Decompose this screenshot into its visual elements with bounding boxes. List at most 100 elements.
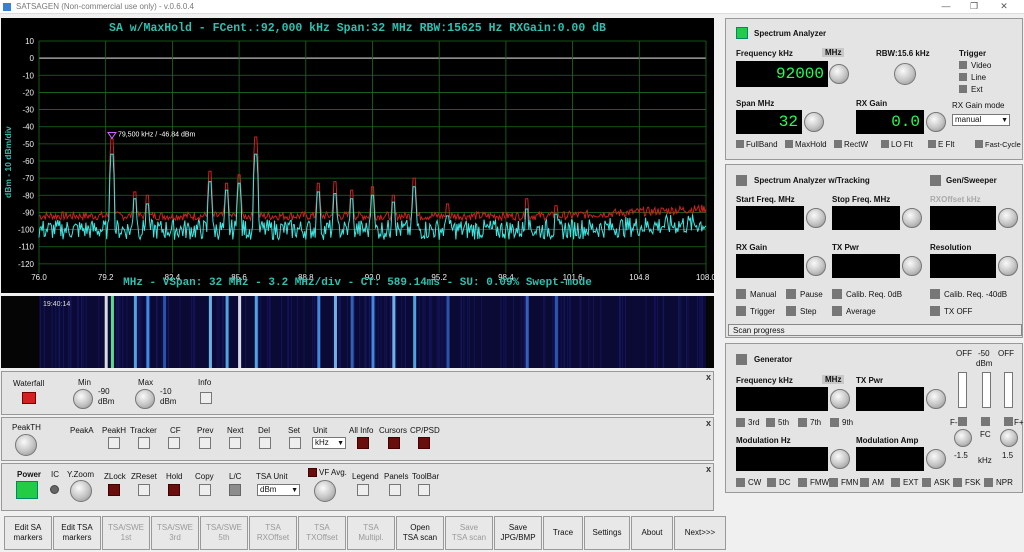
tsa-rxgain-display[interactable] — [736, 254, 804, 278]
legend-checkbox[interactable] — [357, 484, 369, 496]
toolbar-button-12[interactable]: Settings — [584, 516, 630, 550]
peakh-checkbox[interactable] — [108, 437, 120, 449]
cppsd-checkbox[interactable] — [418, 437, 430, 449]
del-checkbox[interactable] — [259, 437, 271, 449]
vfavg-checkbox[interactable] — [308, 468, 317, 477]
close-icon[interactable]: x — [706, 418, 712, 428]
cursors-checkbox[interactable] — [388, 437, 400, 449]
ask-checkbox[interactable] — [922, 478, 931, 487]
toolbar-button-5[interactable]: TSA RXOffset — [249, 516, 297, 550]
tsa-stop-display[interactable] — [832, 206, 900, 230]
tsaunit-dropdown[interactable]: dBm ▼ — [257, 484, 300, 496]
toolbar-button-6[interactable]: TSA TXOffset — [298, 516, 346, 550]
tsa-start-display[interactable] — [736, 206, 804, 230]
am-checkbox[interactable] — [860, 478, 869, 487]
peakth-knob[interactable] — [15, 434, 37, 456]
fastcycle-checkbox[interactable] — [975, 140, 983, 148]
ext-checkbox[interactable] — [891, 478, 900, 487]
toolbar-button-4[interactable]: TSA/SWE 5th — [200, 516, 248, 550]
txoff-checkbox[interactable] — [930, 306, 940, 316]
cf-checkbox[interactable] — [168, 437, 180, 449]
maxhold-checkbox[interactable] — [785, 140, 793, 148]
toolbar-button-8[interactable]: Open TSA scan — [396, 516, 444, 550]
sa-rbw-knob[interactable] — [894, 63, 916, 85]
tsa-resolution-knob[interactable] — [998, 256, 1018, 276]
gen-slider-3[interactable] — [1004, 372, 1013, 408]
tsa-stop-knob[interactable] — [902, 208, 922, 228]
toolbar-button-14[interactable]: Next>>> — [674, 516, 726, 550]
tsa-start-knob[interactable] — [806, 208, 826, 228]
min-knob[interactable] — [73, 389, 93, 409]
gen-slider-2[interactable] — [982, 372, 991, 408]
tracker-checkbox[interactable] — [138, 437, 150, 449]
fsk-checkbox[interactable] — [953, 478, 962, 487]
yzoom-knob[interactable] — [70, 480, 92, 502]
sa-rxgain-knob[interactable] — [926, 112, 946, 132]
tsa-enable-checkbox[interactable] — [736, 175, 747, 186]
tsa-resolution-display[interactable] — [930, 254, 996, 278]
gen-checkbox[interactable] — [736, 354, 747, 365]
next-checkbox[interactable] — [229, 437, 241, 449]
toolbar-button-9[interactable]: Save TSA scan — [445, 516, 493, 550]
line-radio[interactable] — [959, 73, 967, 81]
gen-modamp-display[interactable] — [856, 447, 924, 471]
sa-freq-knob[interactable] — [829, 64, 849, 84]
panels-checkbox[interactable] — [389, 484, 401, 496]
max-knob[interactable] — [135, 389, 155, 409]
fminus-checkbox[interactable] — [958, 417, 967, 426]
toolbar-button-0[interactable]: Edit SA markers — [4, 516, 52, 550]
sa-mhz-button[interactable]: MHz — [822, 48, 845, 57]
gen-fplus-knob[interactable] — [1000, 429, 1018, 447]
gen-modamp-knob[interactable] — [926, 449, 946, 469]
cw-checkbox[interactable] — [736, 478, 745, 487]
maximize-button[interactable]: ❐ — [969, 1, 979, 11]
h5-checkbox[interactable] — [766, 418, 775, 427]
sa-rxgain-display[interactable]: 0.0 — [856, 110, 924, 134]
toolbar-button-1[interactable]: Edit TSA markers — [53, 516, 101, 550]
sa-freq-display[interactable]: 92000 — [736, 61, 828, 87]
spectrum-chart[interactable]: 10 0 -10 -20 -30 -40 -50 -60 -70 -80 -90 -100 -110 -1… — [1, 18, 714, 293]
sa-span-display[interactable]: 32 — [736, 110, 802, 134]
unit-dropdown[interactable]: kHz ▼ — [312, 437, 346, 449]
gen-freq-display[interactable] — [736, 387, 828, 411]
fullband-checkbox[interactable] — [736, 140, 744, 148]
pause-checkbox[interactable] — [786, 289, 796, 299]
zreset-button[interactable] — [138, 484, 150, 496]
close-button[interactable]: ✕ — [1000, 1, 1008, 11]
sa-rxmode-dropdown[interactable]: manual ▼ — [952, 114, 1010, 126]
loflt-checkbox[interactable] — [881, 140, 889, 148]
toolbar-button-2[interactable]: TSA/SWE 1st — [102, 516, 150, 550]
eflt-checkbox[interactable] — [928, 140, 936, 148]
gen-freq-knob[interactable] — [830, 389, 850, 409]
calib0-checkbox[interactable] — [832, 289, 842, 299]
info-checkbox[interactable] — [200, 392, 212, 404]
manual-checkbox[interactable] — [736, 289, 746, 299]
close-icon[interactable]: x — [706, 464, 712, 474]
tsa-rxoffset-display[interactable] — [930, 206, 996, 230]
video-radio[interactable] — [959, 61, 967, 69]
ext-radio[interactable] — [959, 85, 967, 93]
sa-enable-checkbox[interactable] — [736, 27, 748, 39]
h7-checkbox[interactable] — [798, 418, 807, 427]
vfavg-knob[interactable] — [314, 480, 336, 502]
sa-span-knob[interactable] — [804, 112, 824, 132]
tsa-rxoffset-knob[interactable] — [998, 208, 1018, 228]
gen-enable-checkbox[interactable] — [930, 175, 941, 186]
npr-checkbox[interactable] — [984, 478, 993, 487]
fmn-checkbox[interactable] — [829, 478, 838, 487]
fmw-checkbox[interactable] — [798, 478, 807, 487]
fplus-checkbox[interactable] — [1004, 417, 1013, 426]
zlock-checkbox[interactable] — [108, 484, 120, 496]
set-checkbox[interactable] — [289, 437, 301, 449]
toolbar-button-7[interactable]: TSA Multipl. — [347, 516, 395, 550]
gen-txpwr-display[interactable] — [856, 387, 924, 411]
gen-modhz-display[interactable] — [736, 447, 828, 471]
h9-checkbox[interactable] — [830, 418, 839, 427]
h3-checkbox[interactable] — [736, 418, 745, 427]
prev-checkbox[interactable] — [199, 437, 211, 449]
hold-checkbox[interactable] — [168, 484, 180, 496]
fc-checkbox[interactable] — [981, 417, 990, 426]
gen-slider-1[interactable] — [958, 372, 967, 408]
tsa-rxgain-knob[interactable] — [806, 256, 826, 276]
close-icon[interactable]: x — [706, 372, 712, 382]
